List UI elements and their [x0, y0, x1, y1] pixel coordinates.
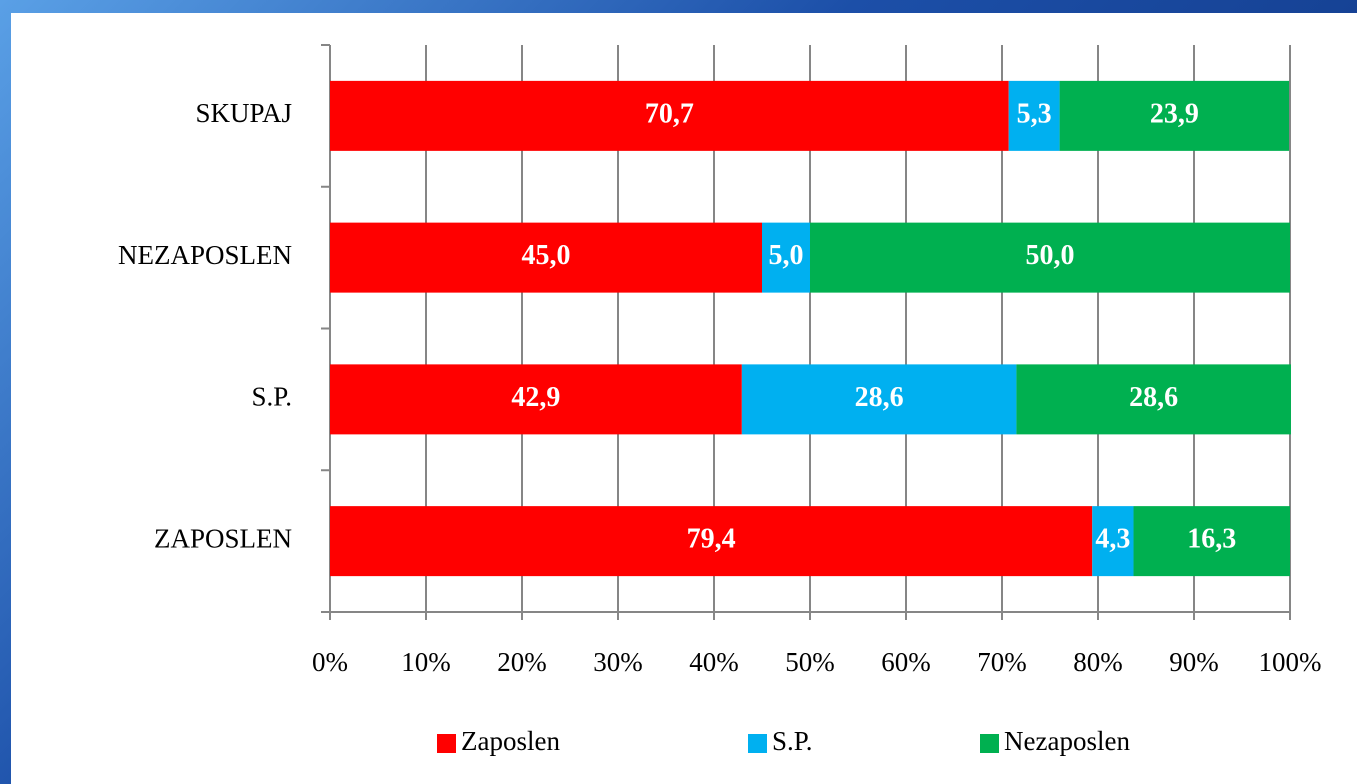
- y-tick-label: SKUPAJ: [195, 98, 292, 128]
- bar-segment: [330, 80, 1009, 151]
- data-label: 70,7: [645, 98, 694, 129]
- x-tick-label: 50%: [785, 647, 835, 677]
- x-tick-label: 40%: [689, 647, 739, 677]
- x-tick-label: 90%: [1169, 647, 1219, 677]
- y-tick-label: S.P.: [251, 382, 292, 412]
- data-label: 5,3: [1017, 98, 1052, 129]
- x-tick-label: 20%: [497, 647, 547, 677]
- legend-swatch: [437, 734, 456, 753]
- legend-label: S.P.: [772, 726, 813, 756]
- legend-label: Zaposlen: [461, 726, 560, 756]
- data-label: 28,6: [1129, 382, 1178, 413]
- data-label: 45,0: [522, 240, 571, 271]
- y-tick-label: ZAPOSLEN: [154, 523, 292, 553]
- data-label: 4,3: [1095, 524, 1130, 555]
- y-tick-label: NEZAPOSLEN: [118, 240, 292, 270]
- x-tick-label: 60%: [881, 647, 931, 677]
- data-label: 79,4: [687, 524, 736, 555]
- x-tick-label: 100%: [1259, 647, 1322, 677]
- legend-swatch: [980, 734, 999, 753]
- bar-segment: [330, 506, 1093, 577]
- data-label: 16,3: [1187, 524, 1236, 555]
- x-tick-label: 30%: [593, 647, 643, 677]
- x-tick-label: 0%: [312, 647, 348, 677]
- x-tick-label: 10%: [401, 647, 451, 677]
- bar-segment: [762, 222, 810, 293]
- legend-swatch: [748, 734, 767, 753]
- bar-segment: [810, 222, 1290, 293]
- bar-segment: [1133, 506, 1290, 577]
- bar-segment: [330, 364, 742, 435]
- data-label: 50,0: [1026, 240, 1075, 271]
- x-tick-label: 70%: [977, 647, 1027, 677]
- data-label: 42,9: [511, 382, 560, 413]
- bar-segment: [1016, 364, 1291, 435]
- bar-segment: [1008, 80, 1060, 151]
- x-tick-label: 80%: [1073, 647, 1123, 677]
- data-label: 28,6: [855, 382, 904, 413]
- bar-segment: [1092, 506, 1134, 577]
- bar-segment: [1059, 80, 1290, 151]
- data-label: 23,9: [1150, 98, 1199, 129]
- data-label: 5,0: [769, 240, 804, 271]
- legend-label: Nezaposlen: [1004, 726, 1130, 756]
- bar-segment: [330, 222, 762, 293]
- bar-segment: [741, 364, 1017, 435]
